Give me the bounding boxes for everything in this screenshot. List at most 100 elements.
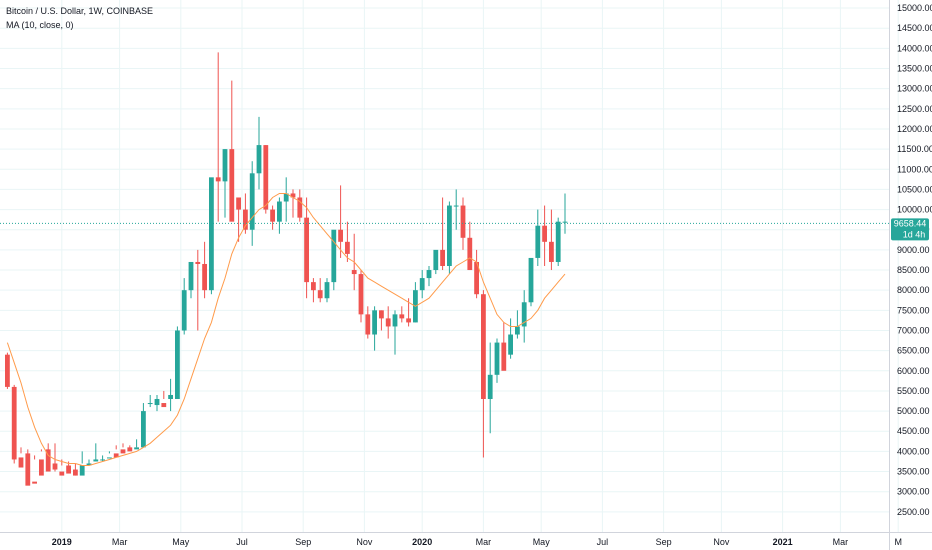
x-tick-label: Mar	[476, 537, 492, 547]
candle-down	[236, 197, 241, 210]
candle-down	[358, 274, 364, 315]
indicator-label[interactable]: MA (10, close, 0)	[6, 20, 74, 30]
candle-up	[100, 459, 105, 461]
price-tag-countdown: 1d 4h	[903, 229, 926, 239]
x-tick-label: 2021	[773, 537, 793, 547]
y-tick-label: 8500.00	[897, 265, 930, 275]
candle-up	[447, 205, 452, 266]
moving-average-line	[6, 193, 566, 466]
candle-up	[453, 205, 459, 207]
y-tick-label: 12000.00	[897, 124, 932, 134]
y-tick-label: 5500.00	[897, 386, 930, 396]
y-tick-label: 14000.00	[897, 43, 932, 53]
candle-down	[45, 449, 51, 472]
candle-down	[406, 318, 411, 323]
x-tick-label: Nov	[356, 537, 373, 547]
x-tick-label: Sep	[295, 537, 311, 547]
candle-down	[481, 294, 486, 399]
candle-down	[11, 386, 17, 460]
candle-down	[229, 149, 235, 222]
candle-up	[181, 290, 187, 331]
candle-down	[467, 237, 473, 271]
y-tick-label: 11500.00	[897, 144, 932, 154]
candle-down	[474, 261, 479, 295]
candle-down	[351, 270, 357, 275]
candle-down	[297, 197, 303, 218]
candle-up	[562, 221, 568, 223]
y-tick-label: 4500.00	[897, 426, 930, 436]
candle-down	[440, 249, 445, 266]
y-tick-label: 4000.00	[897, 446, 930, 456]
x-tick-label: Jul	[236, 537, 248, 547]
candle-down	[263, 145, 269, 210]
candle-up	[528, 257, 534, 303]
candle-down	[270, 209, 275, 222]
y-tick-label: 11000.00	[897, 164, 932, 174]
candle-down	[39, 459, 44, 476]
candle-down	[399, 314, 405, 319]
y-tick-label: 3000.00	[897, 487, 930, 497]
y-tick-label: 12500.00	[897, 104, 932, 114]
candle-down	[161, 403, 167, 408]
moving-average-layer	[6, 193, 566, 466]
candle-down	[338, 229, 343, 242]
candle-up	[256, 145, 262, 174]
candle-up	[249, 173, 255, 230]
x-tick-label: May	[533, 537, 551, 547]
candle-up	[392, 314, 398, 327]
price-tag-value: 9658.44	[894, 218, 927, 228]
x-tick-label: Sep	[656, 537, 672, 547]
candle-up	[93, 459, 99, 462]
x-tick-label: 2020	[412, 537, 432, 547]
candle-down	[5, 354, 10, 387]
y-tick-label: 7000.00	[897, 325, 930, 335]
candle-down	[460, 205, 466, 238]
candle-down	[66, 465, 71, 474]
y-tick-label: 8000.00	[897, 285, 930, 295]
candle-down	[32, 481, 37, 484]
candle-up	[209, 177, 214, 291]
y-tick-label: 13500.00	[897, 64, 932, 74]
candle-down	[365, 314, 371, 335]
symbol-title[interactable]: Bitcoin / U.S. Dollar, 1W, COINBASE	[6, 6, 154, 16]
candle-down	[345, 241, 350, 254]
candle-down	[215, 177, 221, 182]
candle-down	[243, 209, 248, 230]
x-tick-label: M	[894, 537, 902, 547]
candle-up	[494, 342, 500, 375]
candle-down	[120, 449, 126, 454]
y-tick-label: 5000.00	[897, 406, 930, 416]
candle-down	[59, 471, 65, 476]
y-tick-label: 7500.00	[897, 305, 930, 315]
price-axis[interactable]: 15000.00 14500.00 14000.00 13500.00 13000.00…	[897, 3, 932, 517]
candle-down	[501, 342, 507, 371]
candle-up	[147, 403, 153, 405]
candle-down	[549, 241, 554, 262]
candle-up	[188, 261, 194, 291]
candle-down	[379, 310, 384, 319]
x-tick-label: May	[172, 537, 190, 547]
candle-down	[195, 261, 201, 264]
x-tick-label: Mar	[112, 537, 128, 547]
y-tick-label: 2500.00	[897, 507, 930, 517]
y-tick-label: 14500.00	[897, 23, 932, 33]
candle-up	[283, 193, 289, 202]
candle-up	[277, 201, 282, 222]
candle-up	[372, 310, 377, 335]
candle-up	[154, 399, 160, 406]
candle-up	[168, 394, 173, 399]
candle-up	[426, 270, 432, 279]
y-tick-label: 10500.00	[897, 184, 932, 194]
candle-up	[324, 282, 330, 299]
candle-down	[113, 453, 119, 458]
x-tick-label: Nov	[713, 537, 730, 547]
chart-legend: Bitcoin / U.S. Dollar, 1W, COINBASE MA (…	[6, 4, 153, 32]
candle-down	[290, 193, 296, 198]
candle-down	[18, 457, 24, 468]
time-axis[interactable]: 2019 Mar May Jul Sep Nov 2020 Mar May Jul Sep Nov 20…	[52, 537, 902, 547]
candle-up	[141, 411, 146, 448]
candle-down	[304, 217, 309, 283]
candle-up	[107, 457, 112, 459]
candle-down	[52, 463, 58, 470]
